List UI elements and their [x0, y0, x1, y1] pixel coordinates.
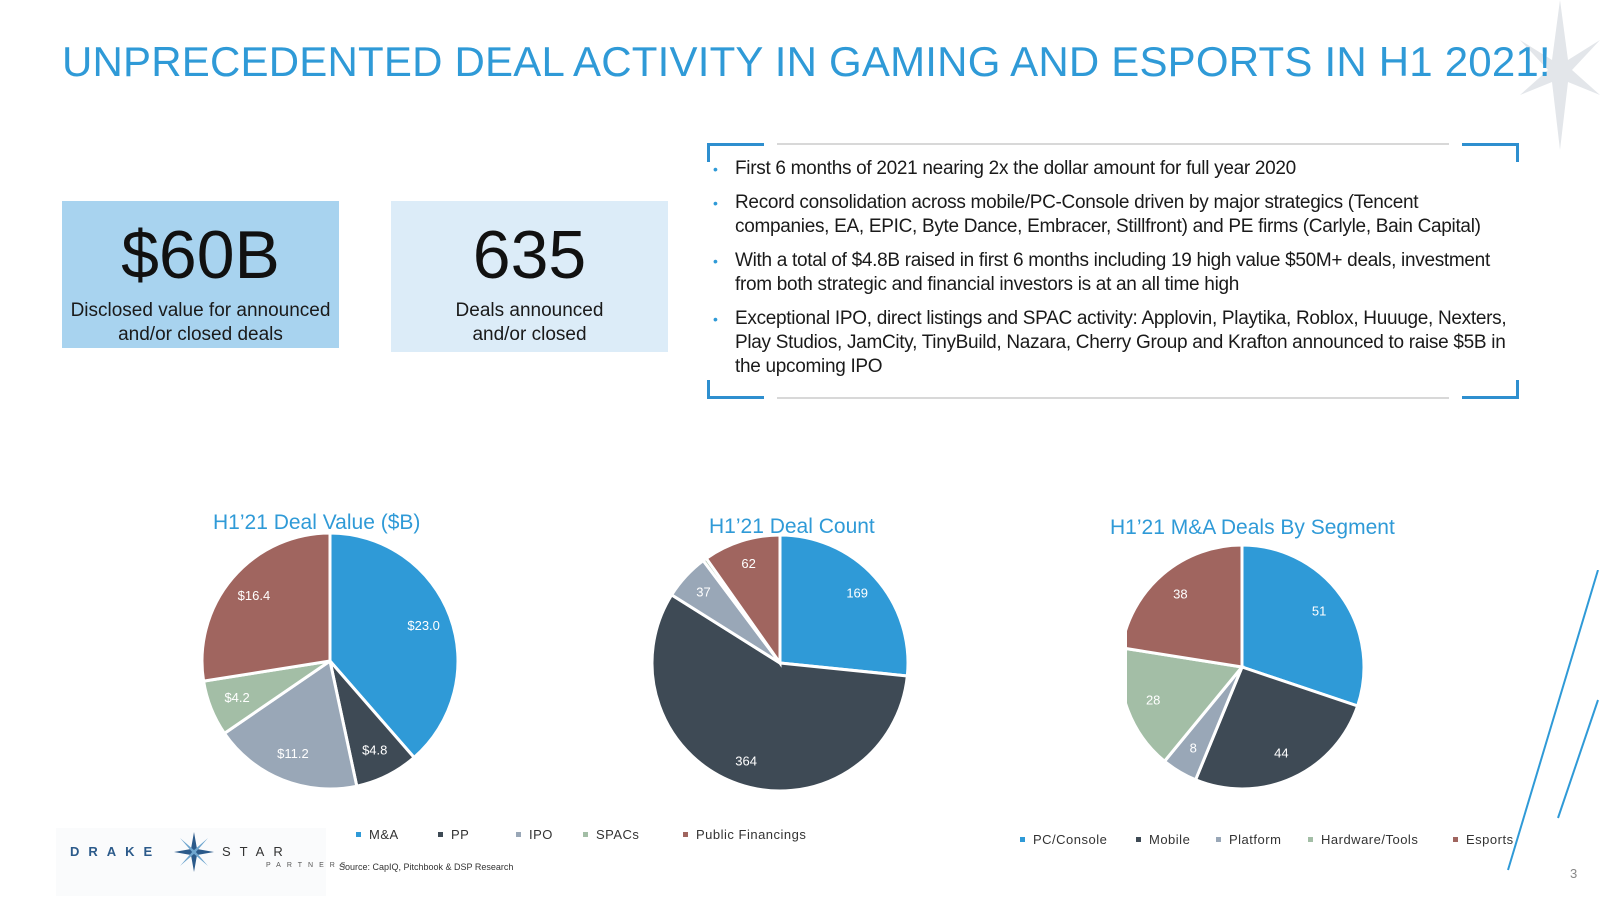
kpi-label: Deals announced and/or closed [455, 300, 604, 345]
bullet-item: • First 6 months of 2021 nearing 2x the d… [713, 158, 1296, 179]
frame-corner [707, 380, 764, 399]
legend-item: M&A [356, 827, 399, 842]
legend-item: Platform [1216, 832, 1281, 847]
pie-slice-mobile [1193, 665, 1360, 791]
legend-item: PC/Console [1020, 832, 1107, 847]
frame-bottom-line [777, 397, 1449, 399]
logo-text-left: DRAKE [70, 844, 162, 859]
pie-slice-m-a [328, 531, 460, 760]
pie-chart-deal-value: $23.0 $4.8 $11.2 $4.2 $16.4 [200, 531, 460, 791]
pie-slice-public-financings [200, 531, 332, 683]
legend-item: Esports [1453, 832, 1514, 847]
logo-text-sub: PARTNERS [266, 862, 352, 869]
frame-corner [707, 143, 764, 162]
logo-text-right: STAR [222, 844, 292, 859]
kpi-deal-count: 635 Deals announced and/or closed [391, 201, 668, 352]
pie-slice-pc-console [1240, 543, 1366, 708]
bullet-list: • First 6 months of 2021 nearing 2x the d… [711, 157, 1517, 389]
legend-segment: PC/Console Mobile Platform Hardware/Tool… [1020, 832, 1540, 850]
pie-data-label: 8 [1190, 741, 1197, 756]
legend-item: Hardware/Tools [1308, 832, 1418, 847]
corner-star-graphic [1520, 0, 1600, 150]
pie-slice-m-a [778, 533, 910, 678]
chart-title-deal-value: H1’21 Deal Value ($B) [213, 511, 421, 534]
chart-title-segments: H1’21 M&A Deals By Segment [1110, 516, 1395, 539]
pie-data-label: $23.0 [407, 618, 440, 633]
compass-star-icon [174, 832, 214, 872]
page-number: 3 [1570, 866, 1578, 881]
drake-star-logo: DRAKE STAR PARTNERS [56, 828, 345, 896]
legend-item: IPO [516, 827, 553, 842]
pie-data-label: 38 [1173, 587, 1187, 602]
source-note: Source: CapIQ, Pitchbook & DSP Research [339, 862, 514, 872]
pie-data-label: $16.4 [238, 588, 271, 603]
kpi-value: 635 [472, 217, 587, 293]
kpi-total-value: $60B Disclosed value for announced and/o… [62, 201, 339, 348]
bullet-item: • Record consolidation across mobile/PC-C… [713, 192, 1481, 237]
bullet-item: • With a total of $4.8B raised in first 6… [713, 250, 1490, 295]
pie-data-label: 51 [1312, 604, 1326, 619]
pie-data-label: $4.2 [224, 690, 249, 705]
page-title: UNPRECEDENTED DEAL ACTIVITY IN GAMING AN… [62, 38, 1551, 85]
kpi-value: $60B [121, 217, 280, 293]
highlights-box: • First 6 months of 2021 nearing 2x the d… [707, 143, 1519, 399]
chart-title-deal-count: H1’21 Deal Count [709, 515, 875, 538]
pie-data-label: 37 [696, 585, 710, 600]
pie-data-label: 44 [1274, 745, 1288, 760]
pie-chart-segments: 51 44 8 28 38 [1127, 543, 1366, 791]
decorative-lines [1507, 570, 1599, 871]
frame-top-line [777, 143, 1449, 145]
pie-slice-public-financings [704, 533, 782, 668]
legend-deal-type: M&A PP IPO SPACs Public Financings [356, 827, 836, 845]
legend-item: PP [438, 827, 469, 842]
kpi-label: Disclosed value for announced and/or clo… [70, 300, 331, 345]
pie-data-label: 28 [1146, 693, 1160, 708]
bullet-item: • Exceptional IPO, direct listings and SP… [713, 308, 1507, 377]
pie-slice-ipo [222, 658, 359, 791]
frame-corner [1462, 143, 1519, 162]
pie-data-label: 364 [735, 753, 757, 768]
pie-data-label: $11.2 [277, 746, 309, 761]
frame-corner [1462, 380, 1519, 399]
pie-slice-esports [1127, 543, 1244, 669]
pie-data-label: 169 [846, 585, 868, 600]
pie-data-label: $4.8 [362, 742, 387, 757]
pie-slice-pp [650, 592, 909, 793]
pie-chart-deal-count: 169 364 37 62 [650, 533, 910, 793]
legend-item: Public Financings [683, 827, 806, 842]
legend-item: SPACs [583, 827, 639, 842]
legend-item: Mobile [1136, 832, 1190, 847]
pie-data-label: 62 [741, 556, 755, 571]
pie-slice-hardware-tools [1127, 647, 1245, 764]
